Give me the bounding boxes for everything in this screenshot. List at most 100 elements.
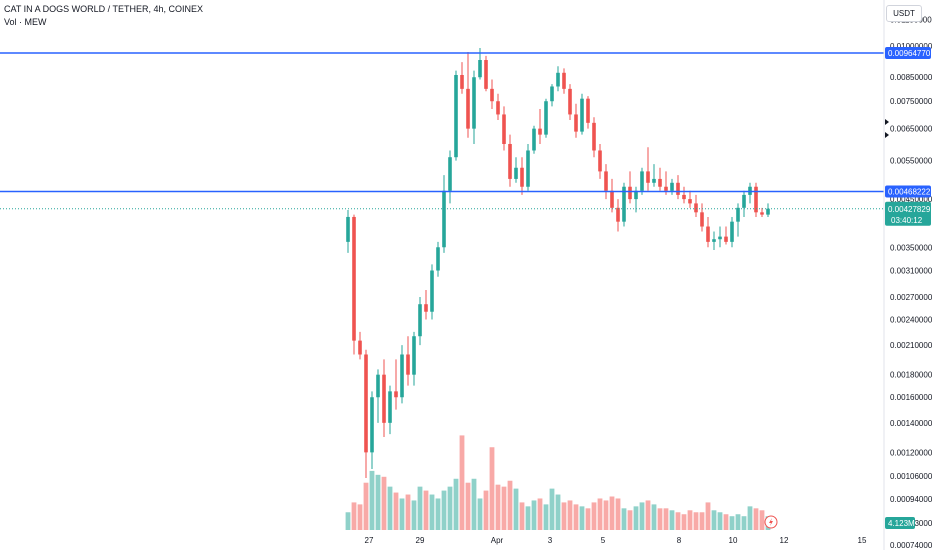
volume-bar bbox=[453, 478, 459, 530]
scroll-arrow-right-icon[interactable] bbox=[885, 132, 889, 138]
time-tick-label: Apr bbox=[491, 536, 504, 545]
candle bbox=[574, 103, 578, 138]
volume-bar bbox=[459, 435, 465, 530]
price-tag: 0.00964770 bbox=[885, 46, 931, 59]
volume-bar bbox=[729, 516, 735, 530]
price-tick-label: 0.00240000 bbox=[890, 316, 932, 325]
volume-bar bbox=[579, 506, 585, 530]
time-tick-label: 29 bbox=[416, 536, 425, 545]
volume-bar bbox=[417, 486, 423, 530]
price-tag: 0.00468222 bbox=[885, 185, 931, 198]
volume-bar bbox=[387, 486, 393, 530]
candle bbox=[748, 182, 752, 204]
volume-bar bbox=[441, 490, 447, 530]
time-tick-label: 8 bbox=[677, 536, 682, 545]
volume-bar bbox=[699, 512, 705, 530]
volume-bar bbox=[561, 502, 567, 530]
candle bbox=[682, 186, 686, 204]
price-axis: 0.011500000.010000000.008500000.00750000… bbox=[890, 15, 932, 550]
candle bbox=[454, 70, 458, 161]
volume-bar bbox=[723, 514, 729, 530]
candle bbox=[352, 214, 356, 355]
time-axis: 27 29 Apr 3 5 8 10 12 15 bbox=[365, 536, 867, 545]
candle bbox=[346, 210, 350, 253]
time-tick-label: 10 bbox=[729, 536, 738, 545]
candle bbox=[382, 359, 386, 438]
volume-bar bbox=[669, 510, 675, 530]
lightning-icon[interactable] bbox=[764, 515, 778, 529]
price-tick-label: 0.00550000 bbox=[890, 157, 932, 166]
candle bbox=[550, 84, 554, 107]
candle bbox=[358, 331, 362, 360]
volume-bar bbox=[597, 498, 603, 530]
candle bbox=[700, 203, 704, 232]
candle bbox=[658, 167, 662, 191]
price-tick-label: 0.00750000 bbox=[890, 97, 932, 106]
candle bbox=[448, 150, 452, 204]
candle bbox=[766, 203, 770, 217]
volume-bar bbox=[531, 500, 537, 530]
candle bbox=[688, 190, 692, 208]
volume-bar bbox=[489, 447, 495, 530]
candle bbox=[604, 164, 608, 200]
price-tick-label: 0.00094000 bbox=[890, 495, 932, 504]
candle bbox=[388, 385, 392, 435]
volume-bar bbox=[717, 512, 723, 530]
time-tick-label: 5 bbox=[601, 536, 606, 545]
volume-bar bbox=[375, 474, 381, 530]
candle bbox=[580, 93, 584, 135]
price-tick-label: 0.00120000 bbox=[890, 448, 932, 457]
price-tick-label: 0.00650000 bbox=[890, 125, 932, 134]
candle bbox=[628, 171, 632, 204]
candle bbox=[760, 207, 764, 217]
volume-bar bbox=[681, 514, 687, 530]
volume-bar bbox=[393, 492, 399, 530]
candle bbox=[754, 182, 758, 217]
volume-indicator-label[interactable]: Vol · MEW bbox=[4, 17, 47, 27]
volume-bar bbox=[537, 498, 543, 530]
volume-bar bbox=[711, 510, 717, 530]
price-tags: 0.00964770 0.00468222 0.00427829 03:40:12 4.… bbox=[885, 46, 931, 529]
volume-bar bbox=[555, 494, 561, 530]
volume-bar bbox=[411, 500, 417, 530]
candle bbox=[442, 175, 446, 253]
candle bbox=[544, 98, 548, 138]
volume-bar bbox=[567, 500, 573, 530]
candle bbox=[724, 226, 728, 245]
volume-bar bbox=[399, 498, 405, 530]
candle bbox=[490, 79, 494, 110]
volume-bar bbox=[483, 490, 489, 530]
volume-bar bbox=[591, 502, 597, 530]
volume-bar bbox=[543, 504, 549, 530]
currency-button[interactable]: USDT bbox=[886, 5, 922, 22]
candle bbox=[364, 349, 368, 478]
scroll-arrow-right-icon[interactable] bbox=[885, 119, 889, 125]
candle bbox=[616, 199, 620, 232]
volume-bar bbox=[747, 506, 753, 530]
volume-bar bbox=[759, 510, 765, 530]
volume-bar bbox=[363, 482, 369, 530]
volume-bar bbox=[657, 508, 663, 530]
volume-bar bbox=[345, 512, 351, 530]
price-tick-label: 0.00310000 bbox=[890, 267, 932, 276]
price-tick-label: 0.00350000 bbox=[890, 243, 932, 252]
candle bbox=[640, 167, 644, 195]
volume-bar bbox=[693, 512, 699, 530]
volume-bar bbox=[705, 502, 711, 530]
volume-bar bbox=[609, 496, 615, 530]
candle bbox=[742, 190, 746, 217]
volume-bar bbox=[627, 510, 633, 530]
volume-bar bbox=[495, 484, 501, 530]
volume-bar bbox=[423, 490, 429, 530]
volume-bar bbox=[351, 502, 357, 530]
volume-bar bbox=[477, 498, 483, 530]
candle bbox=[706, 216, 710, 248]
candle bbox=[532, 125, 536, 154]
price-tick-label: 0.00106000 bbox=[890, 472, 932, 481]
price-tick-label: 0.00210000 bbox=[890, 341, 932, 350]
volume-bar bbox=[687, 510, 693, 530]
volume-bar bbox=[645, 500, 651, 530]
price-tick-label: 0.00180000 bbox=[890, 371, 932, 380]
candle bbox=[712, 231, 716, 251]
